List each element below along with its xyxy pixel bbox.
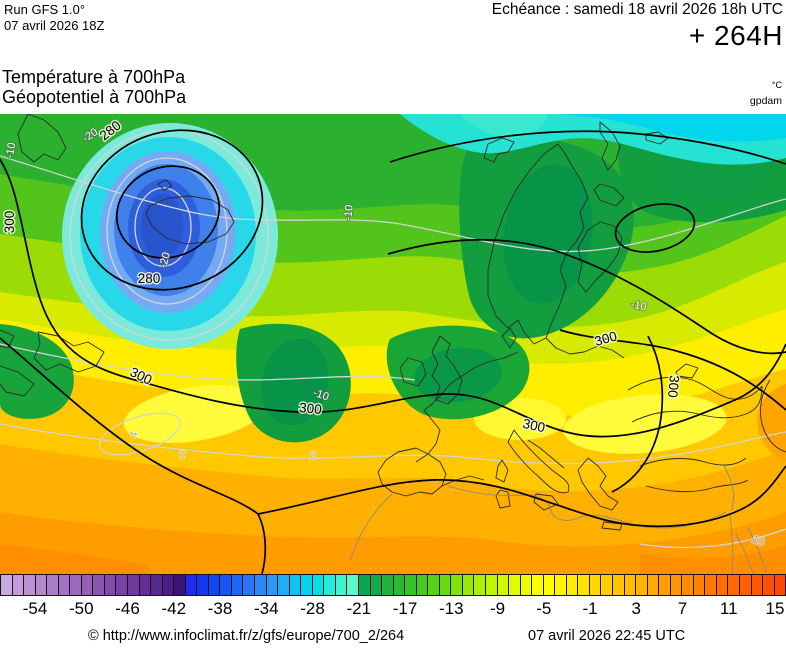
colorbar-tick: 15 xyxy=(765,599,785,618)
temperature-contours xyxy=(0,129,786,549)
colorbar-tick: -38 xyxy=(207,599,233,618)
run-date: 07 avril 2026 18Z xyxy=(4,18,105,33)
weather-map: 280 280 300 300 300 300 300 300 -20 -20 -10 -10 -10-… xyxy=(0,114,786,574)
footer: © http://www.infoclimat.fr/z/gfs/europe/… xyxy=(0,628,786,648)
colorbar-tick: -13 xyxy=(438,599,464,618)
temperature-field xyxy=(0,114,786,574)
colorbar-tick: -17 xyxy=(392,599,418,618)
colorbar-tick-labels: -54 -50 -46 -42 -38 -34 -28 -21 -17 -13 -9 -5 -1 3 7 11… xyxy=(0,599,786,621)
unit-gpdam: gpdam xyxy=(749,95,782,107)
colorbar-tick: -1 xyxy=(582,599,598,618)
contour-label-300: 300 xyxy=(2,211,17,234)
parameter-titles: Température à 700hPa Géopotentiel à 700h… xyxy=(2,67,187,107)
contour-label--10: -10 xyxy=(630,299,648,314)
generation-datetime: 07 avril 2026 22:45 UTC xyxy=(528,628,686,644)
colorbar-tick: 11 xyxy=(719,599,738,618)
unit-celsius: °C xyxy=(771,80,782,90)
colorbar-tick: -9 xyxy=(489,599,506,618)
parameter-temperature: Température à 700hPa xyxy=(2,67,186,87)
unit-labels: °C gpdam xyxy=(750,80,782,107)
temperature-colorbar xyxy=(0,574,786,596)
contour-label-300: 300 xyxy=(298,400,322,417)
colorbar-tick: -42 xyxy=(161,599,187,618)
colorbar-tick: -34 xyxy=(253,599,279,618)
contour-label-10: 10 xyxy=(750,533,766,549)
run-model: Run GFS 1.0° xyxy=(4,2,86,17)
geopotential-contours xyxy=(0,129,786,574)
colorbar-tick: 3 xyxy=(631,599,641,618)
colorbar-tick: -5 xyxy=(536,599,552,618)
colorbar-tick: -21 xyxy=(346,599,372,618)
coastlines xyxy=(0,114,786,574)
contour-label--10: -10 xyxy=(312,387,331,403)
contour-label-300: 300 xyxy=(521,416,546,435)
run-info: Run GFS 1.0° 07 avril 2026 18Z xyxy=(4,2,104,34)
colorbar-tick: -50 xyxy=(68,599,94,618)
contour-label-4: 4 xyxy=(127,430,140,440)
parameter-geopotential: Géopotentiel à 700hPa xyxy=(2,86,187,107)
contour-label-0: 0 xyxy=(179,449,185,461)
contour-label-300: 300 xyxy=(665,375,682,399)
map-canvas: 280280300300300300300300-20-20-10-10-10-… xyxy=(0,114,786,574)
colorbar-tick: -46 xyxy=(115,599,140,618)
contour-label-280: 280 xyxy=(138,271,161,286)
forecast-offset: + 264H xyxy=(688,20,783,51)
contour-label--10: -10 xyxy=(342,204,355,221)
colorbar-cell xyxy=(773,574,786,596)
contour-label-0: 0 xyxy=(310,450,316,462)
contour-label--20: -20 xyxy=(157,251,173,269)
colorbar-tick: 7 xyxy=(677,599,688,618)
colorbar-tick: -28 xyxy=(300,599,325,618)
contour-label--10: -10 xyxy=(4,142,19,160)
echeance-block: Echéance : samedi 18 avril 2026 18h UTC … xyxy=(492,1,783,51)
colorbar-tick: -54 xyxy=(22,599,48,618)
echeance-text: Echéance : samedi 18 avril 2026 18h UTC xyxy=(491,1,783,18)
copyright-url: © http://www.infoclimat.fr/z/gfs/europe/… xyxy=(88,628,405,644)
